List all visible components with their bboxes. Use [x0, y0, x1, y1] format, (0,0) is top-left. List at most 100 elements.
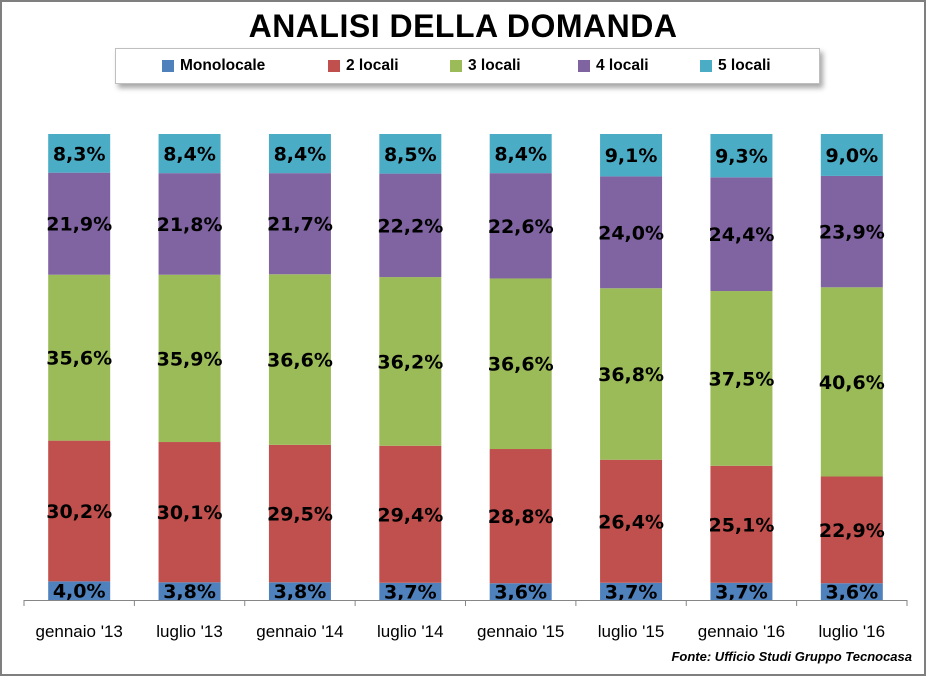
bar-2-locali-4 — [489, 449, 552, 584]
bar-5-locali-5 — [600, 134, 663, 177]
source-note: Fonte: Ufficio Studi Gruppo Tecnocasa — [671, 649, 912, 664]
data-label-4-locali-2: 21,7% — [267, 214, 333, 236]
data-label-5-locali-7: 9,0% — [825, 145, 878, 167]
bar-monolocale-1 — [158, 582, 221, 600]
x-tick-label-0: gennaio '13 — [35, 622, 122, 641]
data-label-4-locali-5: 24,0% — [598, 222, 664, 244]
bar-4-locali-2 — [268, 173, 331, 275]
data-label-3-locali-3: 36,2% — [377, 351, 443, 373]
bar-5-locali-0 — [48, 134, 111, 173]
x-tick-label-5: luglio '15 — [598, 622, 665, 641]
data-label-monolocale-2: 3,8% — [274, 581, 327, 603]
x-tick-label-4: gennaio '15 — [477, 622, 564, 641]
bar-5-locali-2 — [268, 134, 331, 174]
x-tick-label-7: luglio '16 — [819, 622, 886, 641]
bar-2-locali-5 — [600, 459, 663, 583]
data-label-3-locali-2: 36,6% — [267, 350, 333, 372]
data-label-3-locali-1: 35,9% — [157, 348, 223, 370]
data-label-3-locali-5: 36,8% — [598, 364, 664, 386]
chart-legend: Monolocale 2 locali 3 locali 4 locali 5 … — [115, 48, 820, 84]
data-label-monolocale-6: 3,7% — [715, 581, 768, 603]
legend-label-monolocale: Monolocale — [180, 57, 266, 74]
bar-monolocale-3 — [379, 582, 442, 600]
bar-monolocale-0 — [48, 581, 111, 600]
bar-5-locali-1 — [158, 134, 221, 174]
data-label-5-locali-2: 8,4% — [274, 144, 327, 166]
bar-3-locali-3 — [379, 277, 442, 446]
data-label-2-locali-5: 26,4% — [598, 511, 664, 533]
data-label-2-locali-7: 22,9% — [819, 520, 885, 542]
legend-swatch-monolocale — [162, 60, 174, 72]
legend-item-4-locali: 4 locali — [578, 57, 649, 75]
data-label-2-locali-1: 30,1% — [157, 502, 223, 524]
bar-3-locali-2 — [268, 274, 331, 445]
bar-monolocale-2 — [268, 582, 331, 600]
data-label-4-locali-1: 21,8% — [157, 214, 223, 236]
legend-label-4-locali: 4 locali — [596, 57, 649, 74]
x-tick-label-6: gennaio '16 — [698, 622, 785, 641]
data-label-4-locali-3: 22,2% — [377, 215, 443, 237]
data-label-5-locali-0: 8,3% — [53, 143, 106, 165]
data-label-monolocale-0: 4,0% — [53, 581, 106, 603]
data-label-4-locali-4: 22,6% — [488, 216, 554, 238]
data-label-monolocale-1: 3,8% — [163, 581, 216, 603]
legend-item-monolocale: Monolocale — [162, 57, 265, 75]
legend-swatch-2-locali — [328, 60, 340, 72]
legend-item-5-locali: 5 locali — [700, 57, 771, 75]
data-label-monolocale-4: 3,6% — [494, 582, 547, 604]
bar-3-locali-0 — [48, 274, 111, 441]
data-label-3-locali-7: 40,6% — [819, 372, 885, 394]
data-label-monolocale-5: 3,7% — [605, 581, 658, 603]
bar-3-locali-4 — [489, 278, 552, 450]
bar-monolocale-5 — [600, 582, 663, 600]
bar-4-locali-4 — [489, 173, 552, 279]
bar-4-locali-5 — [600, 176, 663, 289]
bar-5-locali-6 — [710, 134, 773, 178]
legend-item-2-locali: 2 locali — [328, 57, 399, 75]
bar-5-locali-4 — [489, 134, 552, 174]
data-label-2-locali-6: 25,1% — [708, 514, 774, 536]
bar-2-locali-6 — [710, 465, 773, 583]
bar-2-locali-3 — [379, 445, 442, 583]
chart-title: ANALISI DELLA DOMANDA — [248, 8, 678, 44]
bar-4-locali-1 — [158, 173, 221, 275]
bar-monolocale-7 — [820, 583, 883, 600]
bar-4-locali-6 — [710, 177, 773, 292]
data-label-5-locali-4: 8,4% — [494, 144, 547, 166]
bar-2-locali-1 — [158, 442, 221, 583]
data-label-monolocale-3: 3,7% — [384, 581, 437, 603]
bar-3-locali-6 — [710, 291, 773, 466]
data-label-5-locali-5: 9,1% — [605, 145, 658, 167]
legend-label-3-locali: 3 locali — [468, 57, 521, 74]
bar-5-locali-3 — [379, 134, 442, 174]
legend-swatch-3-locali — [450, 60, 462, 72]
data-label-5-locali-1: 8,4% — [163, 144, 216, 166]
x-tick-label-3: luglio '14 — [377, 622, 444, 641]
bar-5-locali-7 — [820, 134, 883, 176]
data-label-2-locali-3: 29,4% — [377, 504, 443, 526]
data-label-2-locali-4: 28,8% — [488, 506, 554, 528]
bar-3-locali-5 — [600, 288, 663, 460]
x-tick-label-2: gennaio '14 — [256, 622, 343, 641]
legend-item-3-locali: 3 locali — [450, 57, 521, 75]
bar-2-locali-7 — [820, 476, 883, 584]
bar-4-locali-7 — [820, 175, 883, 288]
data-label-monolocale-7: 3,6% — [825, 582, 878, 604]
data-label-4-locali-7: 23,9% — [819, 222, 885, 244]
x-tick-label-1: luglio '13 — [156, 622, 223, 641]
data-label-2-locali-2: 29,5% — [267, 504, 333, 526]
data-label-5-locali-6: 9,3% — [715, 146, 768, 168]
legend-label-2-locali: 2 locali — [346, 57, 399, 74]
bar-monolocale-6 — [710, 582, 773, 600]
bar-2-locali-2 — [268, 444, 331, 583]
legend-label-5-locali: 5 locali — [718, 57, 771, 74]
data-label-3-locali-4: 36,6% — [488, 354, 554, 376]
bar-2-locali-0 — [48, 440, 111, 582]
bar-monolocale-4 — [489, 583, 552, 600]
data-label-5-locali-3: 8,5% — [384, 144, 437, 166]
bar-4-locali-3 — [379, 173, 442, 278]
legend-swatch-4-locali — [578, 60, 590, 72]
bar-3-locali-7 — [820, 287, 883, 477]
bar-4-locali-0 — [48, 172, 111, 275]
